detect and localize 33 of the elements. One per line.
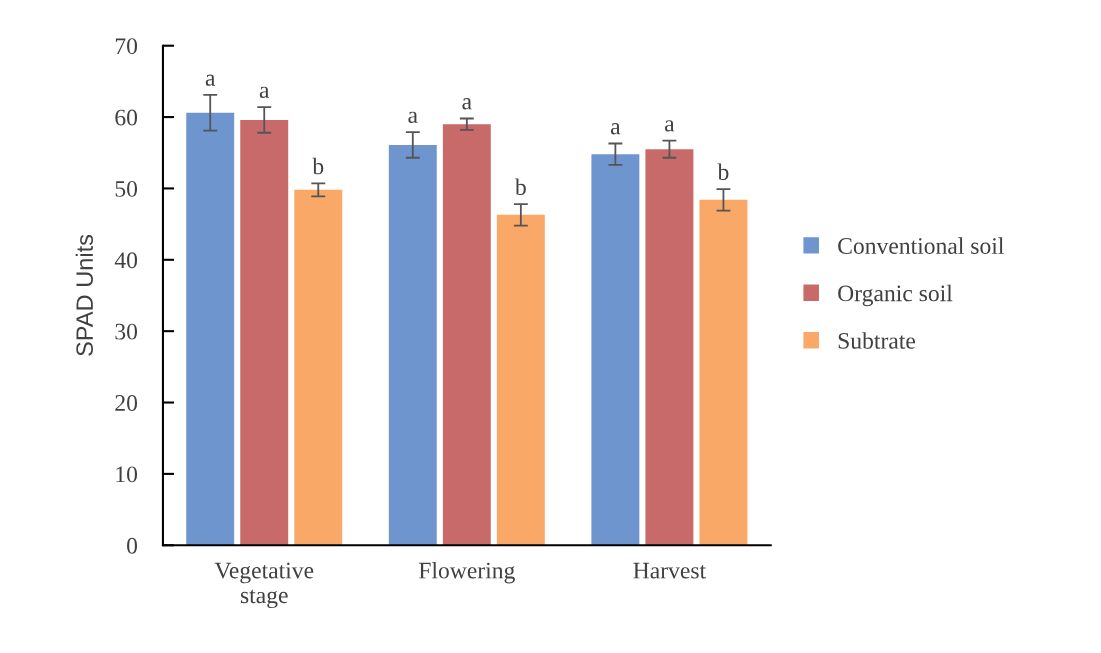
legend-label: Conventional soil xyxy=(838,237,1004,254)
bar xyxy=(591,154,640,546)
bar xyxy=(699,199,748,546)
y-tick-label: 10 xyxy=(116,466,138,483)
y-tick-label: 40 xyxy=(114,252,138,269)
data-label: a xyxy=(610,123,621,135)
bar xyxy=(294,189,343,546)
y-tick-label: 30 xyxy=(115,323,138,340)
x-tick-label: Flowering xyxy=(418,561,515,584)
bar xyxy=(388,144,437,546)
data-label: a xyxy=(462,98,472,110)
y-tick-label: 60 xyxy=(115,109,138,126)
data-label: a xyxy=(259,86,270,98)
bar xyxy=(645,149,694,546)
data-label: a xyxy=(665,120,675,132)
bar xyxy=(442,124,491,546)
y-tick-label: 50 xyxy=(115,180,138,197)
legend-label: Organic soil xyxy=(838,284,953,307)
data-label: a xyxy=(408,111,418,123)
legend-label: Subtrate xyxy=(838,332,916,349)
data-label: b xyxy=(514,178,526,196)
data-label: b xyxy=(717,163,729,181)
bar xyxy=(496,214,545,546)
y-tick-label: 20 xyxy=(115,395,138,411)
y-axis-title: SPAD Units xyxy=(75,234,93,356)
x-tick-label: Vegetative stage xyxy=(214,562,314,609)
bar xyxy=(240,119,289,546)
x-tick-label: Harvest xyxy=(633,562,706,579)
y-tick-label: 0 xyxy=(127,537,138,554)
data-label: a xyxy=(205,74,216,86)
y-tick-label: 70 xyxy=(115,38,138,55)
bar xyxy=(186,112,235,546)
data-label: b xyxy=(312,157,324,175)
